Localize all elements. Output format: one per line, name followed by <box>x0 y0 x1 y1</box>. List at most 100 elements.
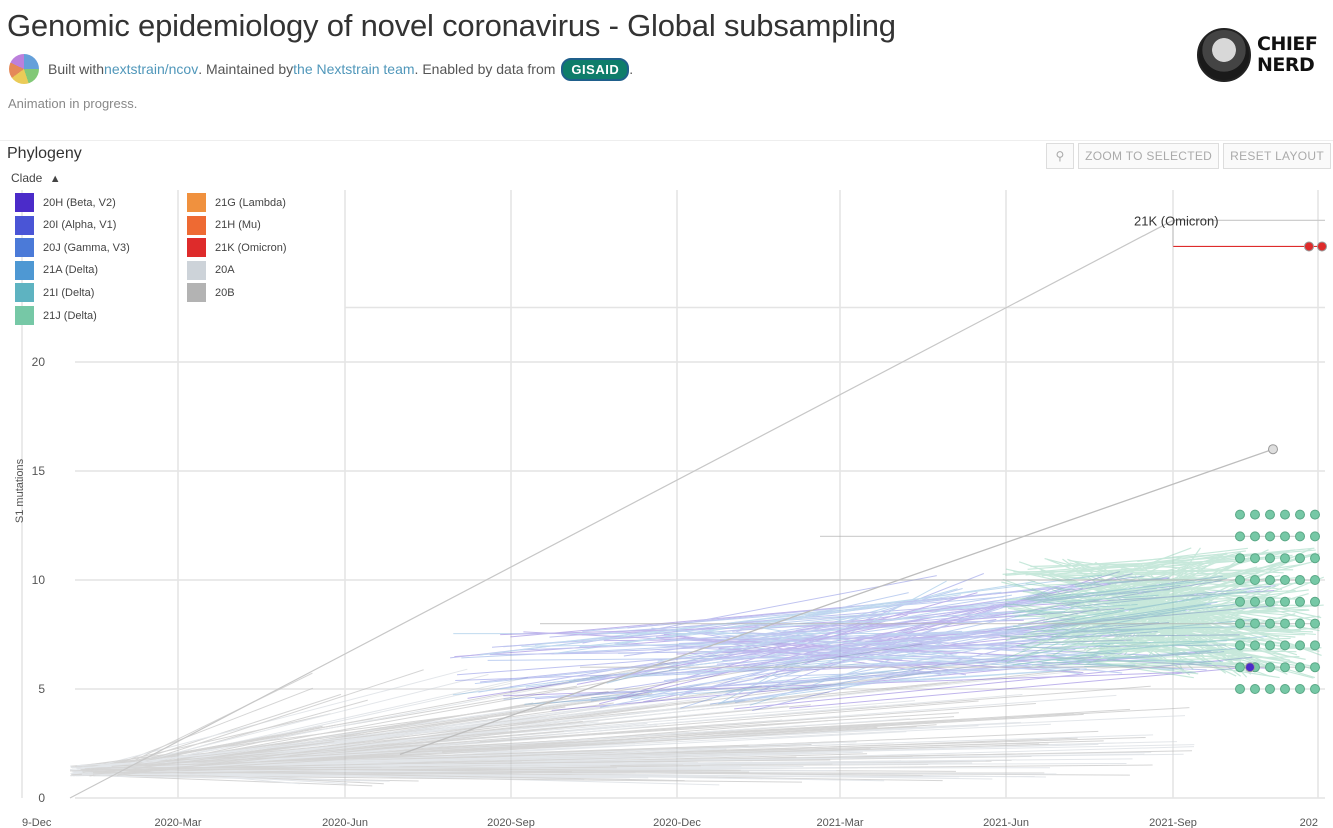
tree-branch <box>489 644 1226 656</box>
tree-tip[interactable] <box>1250 509 1260 520</box>
tree-tip[interactable] <box>1280 618 1290 629</box>
nextstrain-ncov-link[interactable]: nextstrain/ncov <box>104 61 199 77</box>
tree-tip[interactable] <box>1235 509 1245 520</box>
legend-toggle-label: Clade <box>11 171 43 185</box>
tree-branch <box>1009 618 1233 639</box>
gisaid-logo[interactable]: GISAID <box>561 57 630 81</box>
tree-tip[interactable] <box>1235 684 1245 694</box>
tree-tip[interactable] <box>1280 509 1290 520</box>
legend-item[interactable]: 20A <box>187 260 235 280</box>
tree-tip[interactable] <box>1295 553 1305 564</box>
tree-tip[interactable] <box>1250 531 1260 542</box>
legend-item[interactable]: 20I (Alpha, V1) <box>15 215 116 235</box>
legend-item[interactable]: 21I (Delta) <box>15 283 94 303</box>
tree-branch <box>1007 607 1293 649</box>
tree-tip[interactable] <box>1304 241 1314 252</box>
tree-branch <box>798 618 997 649</box>
tree-tip[interactable] <box>1245 662 1255 673</box>
tree-branch <box>765 622 1169 665</box>
tree-tip[interactable] <box>1310 575 1320 585</box>
tree-branch <box>1121 568 1318 623</box>
reset-layout-button[interactable]: RESET LAYOUT <box>1223 143 1331 169</box>
tree-tip[interactable] <box>1235 553 1245 564</box>
tree-branch <box>503 591 1144 648</box>
tree-tip[interactable] <box>1310 684 1320 694</box>
tree-tip[interactable] <box>1265 509 1275 520</box>
tree-tip[interactable] <box>1310 596 1320 607</box>
legend-item[interactable]: 21K (Omicron) <box>187 238 287 258</box>
tree-branch <box>1042 564 1301 604</box>
tree-tip[interactable] <box>1265 618 1275 629</box>
tree-branch <box>479 574 1103 656</box>
legend-item[interactable]: 21H (Mu) <box>187 215 261 235</box>
tree-tip[interactable] <box>1235 575 1245 585</box>
tree-tip[interactable] <box>1265 684 1275 694</box>
tree-tip[interactable] <box>1310 531 1320 542</box>
tree-tip[interactable] <box>1295 596 1305 607</box>
tree-tip[interactable] <box>1265 640 1275 651</box>
tree-tip[interactable] <box>1250 618 1260 629</box>
tree-tip[interactable] <box>1235 662 1245 673</box>
nextstrain-team-link[interactable]: the Nextstrain team <box>293 61 415 77</box>
tree-tip[interactable] <box>1235 618 1245 629</box>
tree-tip[interactable] <box>1310 662 1320 673</box>
tree-tip[interactable] <box>1268 444 1278 455</box>
tree-tip[interactable] <box>1295 618 1305 629</box>
legend-toggle[interactable]: Clade ▲ <box>11 171 61 185</box>
tree-tip[interactable] <box>1295 509 1305 520</box>
tree-branch <box>1113 601 1309 611</box>
tree-branch <box>1079 576 1299 603</box>
tree-branch <box>1022 555 1232 616</box>
zoom-icon[interactable]: ⚲ <box>1046 143 1075 169</box>
legend-item[interactable]: 21G (Lambda) <box>187 193 286 212</box>
tree-branch <box>1106 604 1221 661</box>
tree-tip[interactable] <box>1250 553 1260 564</box>
tree-tip[interactable] <box>1295 684 1305 694</box>
tree-tip[interactable] <box>1280 553 1290 564</box>
tree-tip[interactable] <box>1317 241 1327 252</box>
phylogeny-chart[interactable]: 0 5 10 15 20 9-Dec 2020-Mar 2020-Jun 2020-Sep 202… <box>0 180 1333 828</box>
tree-tip[interactable] <box>1265 662 1275 673</box>
tree-tip[interactable] <box>1235 640 1245 651</box>
legend-item[interactable]: 20H (Beta, V2) <box>15 193 116 212</box>
tree-tip[interactable] <box>1280 640 1290 651</box>
nextstrain-logo-icon[interactable] <box>9 54 39 84</box>
tree-tip[interactable] <box>1295 640 1305 651</box>
tree-tip[interactable] <box>1250 575 1260 585</box>
tree-tip[interactable] <box>1265 596 1275 607</box>
tree-branch <box>1117 610 1261 665</box>
tree-tip[interactable] <box>1265 575 1275 585</box>
tree-tip[interactable] <box>1280 531 1290 542</box>
tree-branch <box>1121 604 1268 664</box>
tree-branch <box>1050 560 1317 628</box>
tree-tip[interactable] <box>1250 684 1260 694</box>
tree-tip[interactable] <box>1280 596 1290 607</box>
zoom-to-selected-button[interactable]: ZOOM TO SELECTED <box>1078 143 1220 169</box>
tree-tip[interactable] <box>1295 662 1305 673</box>
tree-tip[interactable] <box>1265 531 1275 542</box>
tree-branch <box>122 721 599 767</box>
tree-tip[interactable] <box>1280 575 1290 585</box>
tree-tip[interactable] <box>1310 618 1320 629</box>
tree-tip[interactable] <box>1280 684 1290 694</box>
tree-tip[interactable] <box>1250 596 1260 607</box>
tree-tip[interactable] <box>1310 509 1320 520</box>
tree-tip[interactable] <box>1235 596 1245 607</box>
legend-item[interactable]: 20J (Gamma, V3) <box>15 238 130 258</box>
tree-tip[interactable] <box>1265 553 1275 564</box>
legend-item[interactable]: 21A (Delta) <box>15 260 98 280</box>
legend-item[interactable]: 20B <box>187 283 235 303</box>
tree-branch <box>1056 577 1239 639</box>
tree-tip[interactable] <box>1235 531 1245 542</box>
tree-tip[interactable] <box>1250 640 1260 651</box>
legend-item[interactable]: 21J (Delta) <box>15 306 97 325</box>
tree-tip[interactable] <box>1295 531 1305 542</box>
tree-tip[interactable] <box>1310 553 1320 564</box>
tree-tip[interactable] <box>1295 575 1305 585</box>
tree-tip[interactable] <box>1310 640 1320 651</box>
tree-branch <box>1123 586 1206 638</box>
tree-branch <box>756 638 1149 656</box>
tree-tip[interactable] <box>1280 662 1290 673</box>
tree-branch <box>713 615 983 653</box>
divider <box>0 140 1333 141</box>
